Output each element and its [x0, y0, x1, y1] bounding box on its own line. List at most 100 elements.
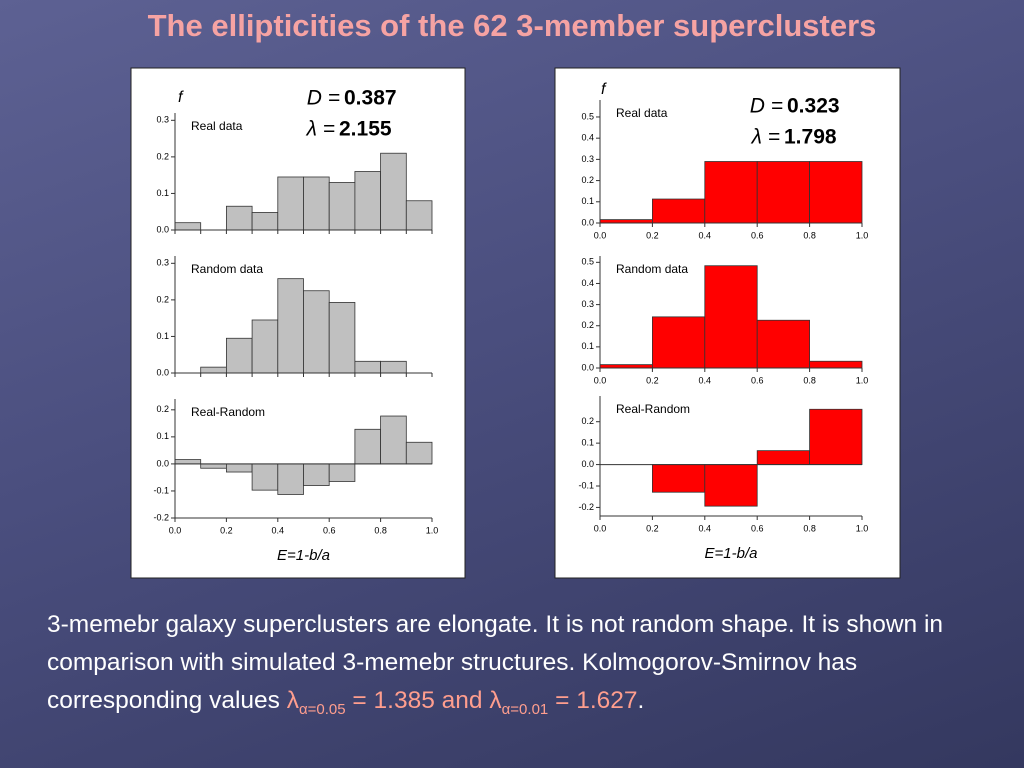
x-tick-label: 0.0 — [594, 375, 607, 385]
x-tick-label: 1.0 — [426, 525, 439, 535]
bar — [328, 463, 356, 482]
annotation-label: D = — [750, 95, 783, 118]
y-tick-label: 0.2 — [156, 151, 169, 161]
y-tick-label: 0.0 — [581, 217, 594, 227]
caption: 3-memebr galaxy superclusters are elonga… — [47, 606, 997, 729]
y-tick-label: 0.2 — [581, 175, 594, 185]
x-tick-label: 0.8 — [803, 375, 816, 385]
x-tick-label: 0.2 — [220, 525, 233, 535]
y-tick-label: -0.2 — [153, 512, 169, 522]
bar — [380, 360, 407, 374]
y-axis-label: f — [601, 81, 607, 98]
bar — [328, 182, 356, 231]
bar — [174, 222, 202, 231]
annotation-label: λ = — [751, 126, 780, 149]
y-tick-label: 0.0 — [156, 224, 169, 234]
x-axis-label: E=1-b/a — [277, 547, 330, 564]
bar — [200, 366, 227, 374]
bar — [599, 219, 653, 224]
y-tick-label: 0.3 — [581, 299, 594, 309]
annotation-label: D = — [307, 87, 340, 110]
y-tick-label: 0.2 — [156, 294, 169, 304]
x-tick-label: 1.0 — [856, 523, 869, 533]
bar — [277, 176, 304, 231]
x-tick-label: 0.4 — [272, 525, 285, 535]
bar — [200, 463, 227, 469]
bar — [756, 161, 811, 224]
x-tick-label: 0.8 — [803, 523, 816, 533]
bar — [405, 200, 433, 231]
y-tick-label: 0.3 — [156, 115, 169, 125]
y-tick-label: 0.1 — [581, 438, 594, 448]
series-label: Random data — [616, 262, 688, 276]
y-tick-label: 0.2 — [581, 320, 594, 330]
bar — [405, 441, 433, 465]
annotation-value: 0.323 — [787, 95, 840, 118]
x-tick-label: 0.8 — [374, 525, 387, 535]
bar — [809, 408, 863, 465]
y-tick-label: 0.1 — [581, 196, 594, 206]
value: 1.627 — [576, 687, 638, 714]
y-tick-label: 0.0 — [581, 459, 594, 469]
x-tick-label: 0.8 — [803, 230, 816, 240]
bar — [652, 316, 706, 369]
series-label: Real data — [191, 119, 243, 133]
annotation-value: 1.798 — [784, 126, 837, 149]
x-tick-label: 1.0 — [856, 230, 869, 240]
y-tick-label: 0.4 — [581, 278, 594, 288]
and: and — [441, 687, 483, 714]
subscript: α=0.05 — [298, 700, 346, 718]
bar — [174, 459, 202, 465]
x-tick-label: 0.0 — [594, 523, 607, 533]
x-tick-label: 0.6 — [751, 230, 764, 240]
bar — [251, 463, 279, 491]
x-tick-label: 0.6 — [323, 525, 336, 535]
bar — [704, 265, 758, 369]
annotation-label: λ = — [306, 118, 335, 141]
bar — [251, 212, 279, 231]
x-tick-label: 0.2 — [646, 523, 659, 533]
bar — [380, 415, 407, 465]
value: 1.385 — [373, 687, 435, 714]
x-tick-label: 0.6 — [751, 523, 764, 533]
bar — [225, 205, 253, 231]
y-tick-label: 0.4 — [581, 133, 594, 143]
bar — [652, 198, 706, 224]
x-tick-label: 0.0 — [594, 230, 607, 240]
bar — [599, 364, 653, 369]
bar — [652, 464, 706, 493]
y-axis-label: f — [178, 89, 184, 106]
series-label: Random data — [191, 262, 263, 276]
series-label: Real-Random — [616, 402, 690, 416]
x-tick-label: 0.2 — [646, 230, 659, 240]
annotation-value: 2.155 — [339, 118, 392, 141]
bar — [704, 464, 758, 507]
bar — [354, 428, 381, 465]
bar — [354, 360, 381, 374]
bar — [809, 161, 863, 224]
bar — [756, 319, 811, 369]
bar — [303, 176, 330, 231]
caption-text: 3-memebr galaxy superclusters are elonga… — [47, 611, 944, 714]
bar — [225, 463, 253, 473]
slide-title: The ellipticities of the 62 3-member sup… — [147, 8, 877, 43]
x-tick-label: 1.0 — [856, 375, 869, 385]
y-tick-label: 0.5 — [581, 257, 594, 267]
bar — [277, 278, 304, 374]
bar — [225, 337, 253, 374]
y-tick-label: 0.2 — [156, 404, 169, 414]
bar — [756, 450, 811, 465]
y-tick-label: 0.1 — [156, 431, 169, 441]
bar — [354, 171, 381, 231]
x-tick-label: 0.2 — [646, 375, 659, 385]
x-tick-label: 0.0 — [169, 525, 182, 535]
y-tick-label: -0.1 — [153, 485, 169, 495]
bar — [380, 152, 407, 231]
series-label: Real-Random — [191, 405, 265, 419]
equals: = — [555, 687, 570, 714]
y-tick-label: -0.1 — [578, 480, 594, 490]
x-tick-label: 0.4 — [699, 230, 712, 240]
y-tick-label: 0.3 — [156, 258, 169, 268]
